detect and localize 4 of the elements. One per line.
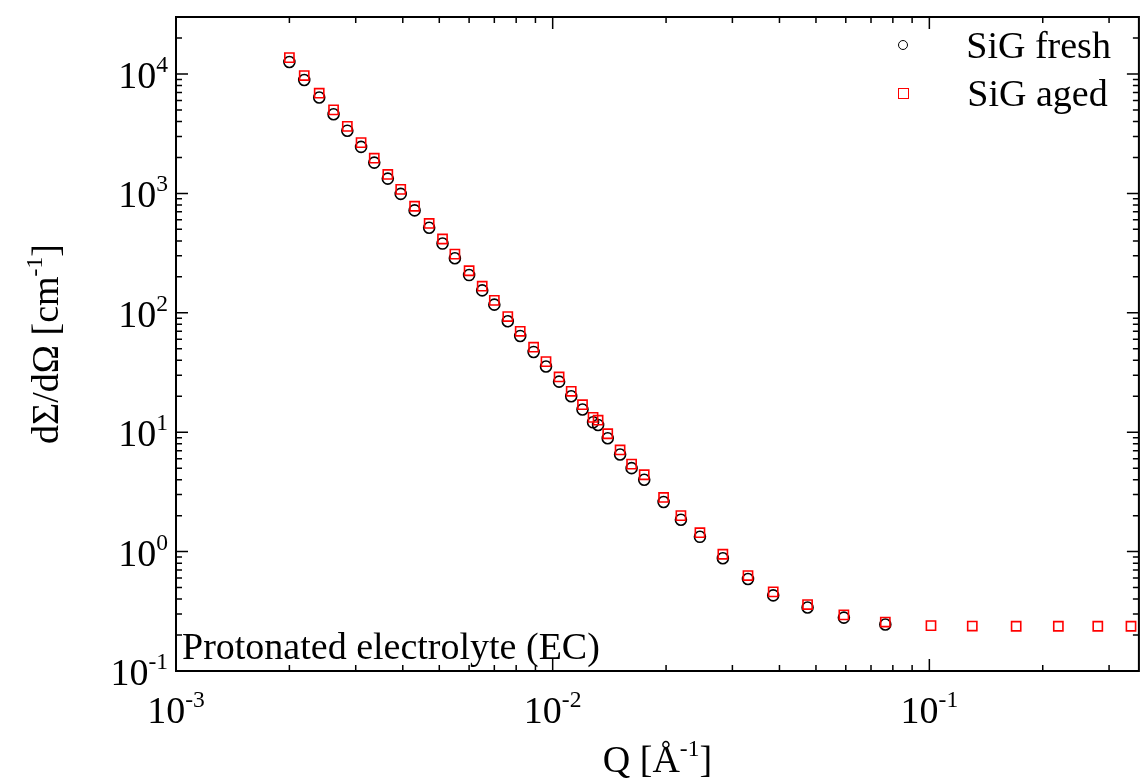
legend-label: SiG fresh (966, 23, 1111, 68)
annotation: Protonated electrolyte (EC) (182, 625, 600, 668)
y-axis-title: dΣ/dΩ [cm-1] (21, 244, 66, 444)
legend-label: SiG aged (967, 71, 1108, 116)
